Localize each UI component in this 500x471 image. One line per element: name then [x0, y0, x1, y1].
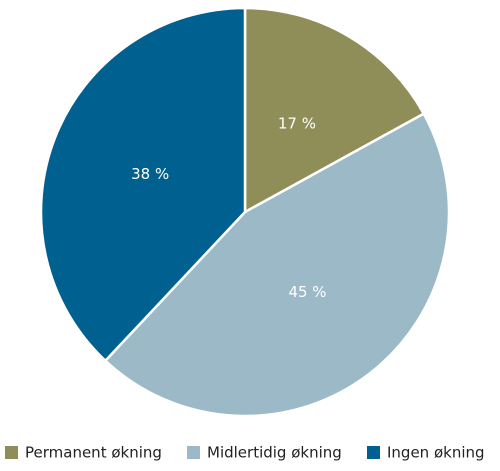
- value-label: 17 %: [278, 115, 316, 133]
- legend-swatch: [187, 446, 200, 459]
- pie-slice: [243, 6, 426, 215]
- value-label: 45 %: [288, 283, 326, 301]
- legend-label: Permanent økning: [25, 444, 162, 462]
- value-label: 38 %: [131, 165, 169, 183]
- pie-slice: [39, 6, 247, 363]
- pie-slice: [103, 112, 451, 418]
- legend-label: Ingen økning: [387, 444, 485, 462]
- legend-label: Midlertidig økning: [207, 444, 342, 462]
- legend-swatch: [5, 446, 18, 459]
- legend-swatch: [367, 446, 380, 459]
